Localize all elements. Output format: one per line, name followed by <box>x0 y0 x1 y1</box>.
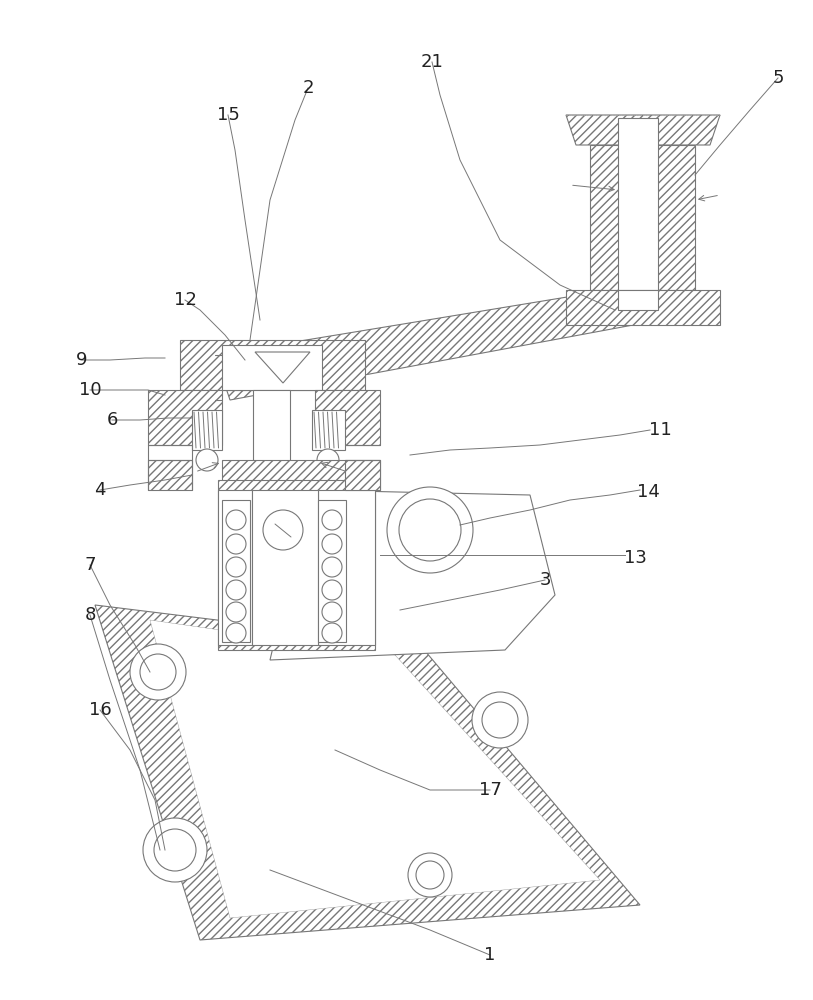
Polygon shape <box>150 620 600 918</box>
Text: 21: 21 <box>420 53 443 71</box>
Polygon shape <box>148 460 192 490</box>
Circle shape <box>143 818 207 882</box>
Circle shape <box>154 829 196 871</box>
Circle shape <box>196 449 218 471</box>
Circle shape <box>226 580 246 600</box>
Polygon shape <box>566 115 720 145</box>
Text: 6: 6 <box>107 411 118 429</box>
Text: 3: 3 <box>539 571 550 589</box>
Circle shape <box>408 853 452 897</box>
Circle shape <box>322 580 342 600</box>
Text: 9: 9 <box>76 351 88 369</box>
Circle shape <box>482 702 518 738</box>
Circle shape <box>322 510 342 530</box>
Circle shape <box>226 557 246 577</box>
Circle shape <box>263 510 303 550</box>
Polygon shape <box>192 410 222 450</box>
Circle shape <box>472 692 528 748</box>
Polygon shape <box>618 118 658 290</box>
Polygon shape <box>215 285 660 400</box>
Polygon shape <box>218 480 375 650</box>
Text: 14: 14 <box>637 483 659 501</box>
Circle shape <box>226 510 246 530</box>
Polygon shape <box>255 352 310 383</box>
Circle shape <box>226 623 246 643</box>
Polygon shape <box>180 340 365 390</box>
Circle shape <box>130 644 186 700</box>
Polygon shape <box>253 390 290 470</box>
Polygon shape <box>222 460 380 490</box>
Circle shape <box>226 602 246 622</box>
Text: 15: 15 <box>216 106 240 124</box>
Circle shape <box>226 534 246 554</box>
Circle shape <box>322 557 342 577</box>
Polygon shape <box>270 490 555 660</box>
Polygon shape <box>148 390 222 445</box>
Polygon shape <box>222 500 250 642</box>
Circle shape <box>322 602 342 622</box>
Circle shape <box>322 623 342 643</box>
Circle shape <box>322 534 342 554</box>
Polygon shape <box>590 145 695 290</box>
Polygon shape <box>312 410 345 450</box>
Text: 1: 1 <box>485 946 496 964</box>
Text: 7: 7 <box>85 556 96 574</box>
Polygon shape <box>222 345 322 390</box>
Text: 13: 13 <box>624 549 646 567</box>
Text: 10: 10 <box>79 381 102 399</box>
Text: 11: 11 <box>649 421 672 439</box>
Text: 5: 5 <box>772 69 784 87</box>
Polygon shape <box>318 500 346 642</box>
Text: 8: 8 <box>85 606 96 624</box>
Circle shape <box>416 861 444 889</box>
Circle shape <box>317 449 339 471</box>
Text: 12: 12 <box>173 291 197 309</box>
Circle shape <box>140 654 176 690</box>
Text: 16: 16 <box>89 701 111 719</box>
Circle shape <box>399 499 461 561</box>
Polygon shape <box>218 490 252 645</box>
Polygon shape <box>345 460 380 490</box>
Polygon shape <box>252 490 318 645</box>
Polygon shape <box>618 290 658 310</box>
Circle shape <box>387 487 473 573</box>
Polygon shape <box>315 390 380 445</box>
Polygon shape <box>318 490 375 645</box>
Text: 4: 4 <box>94 481 106 499</box>
Polygon shape <box>566 290 720 325</box>
Text: 17: 17 <box>479 781 502 799</box>
Polygon shape <box>95 605 640 940</box>
Text: 2: 2 <box>302 79 314 97</box>
